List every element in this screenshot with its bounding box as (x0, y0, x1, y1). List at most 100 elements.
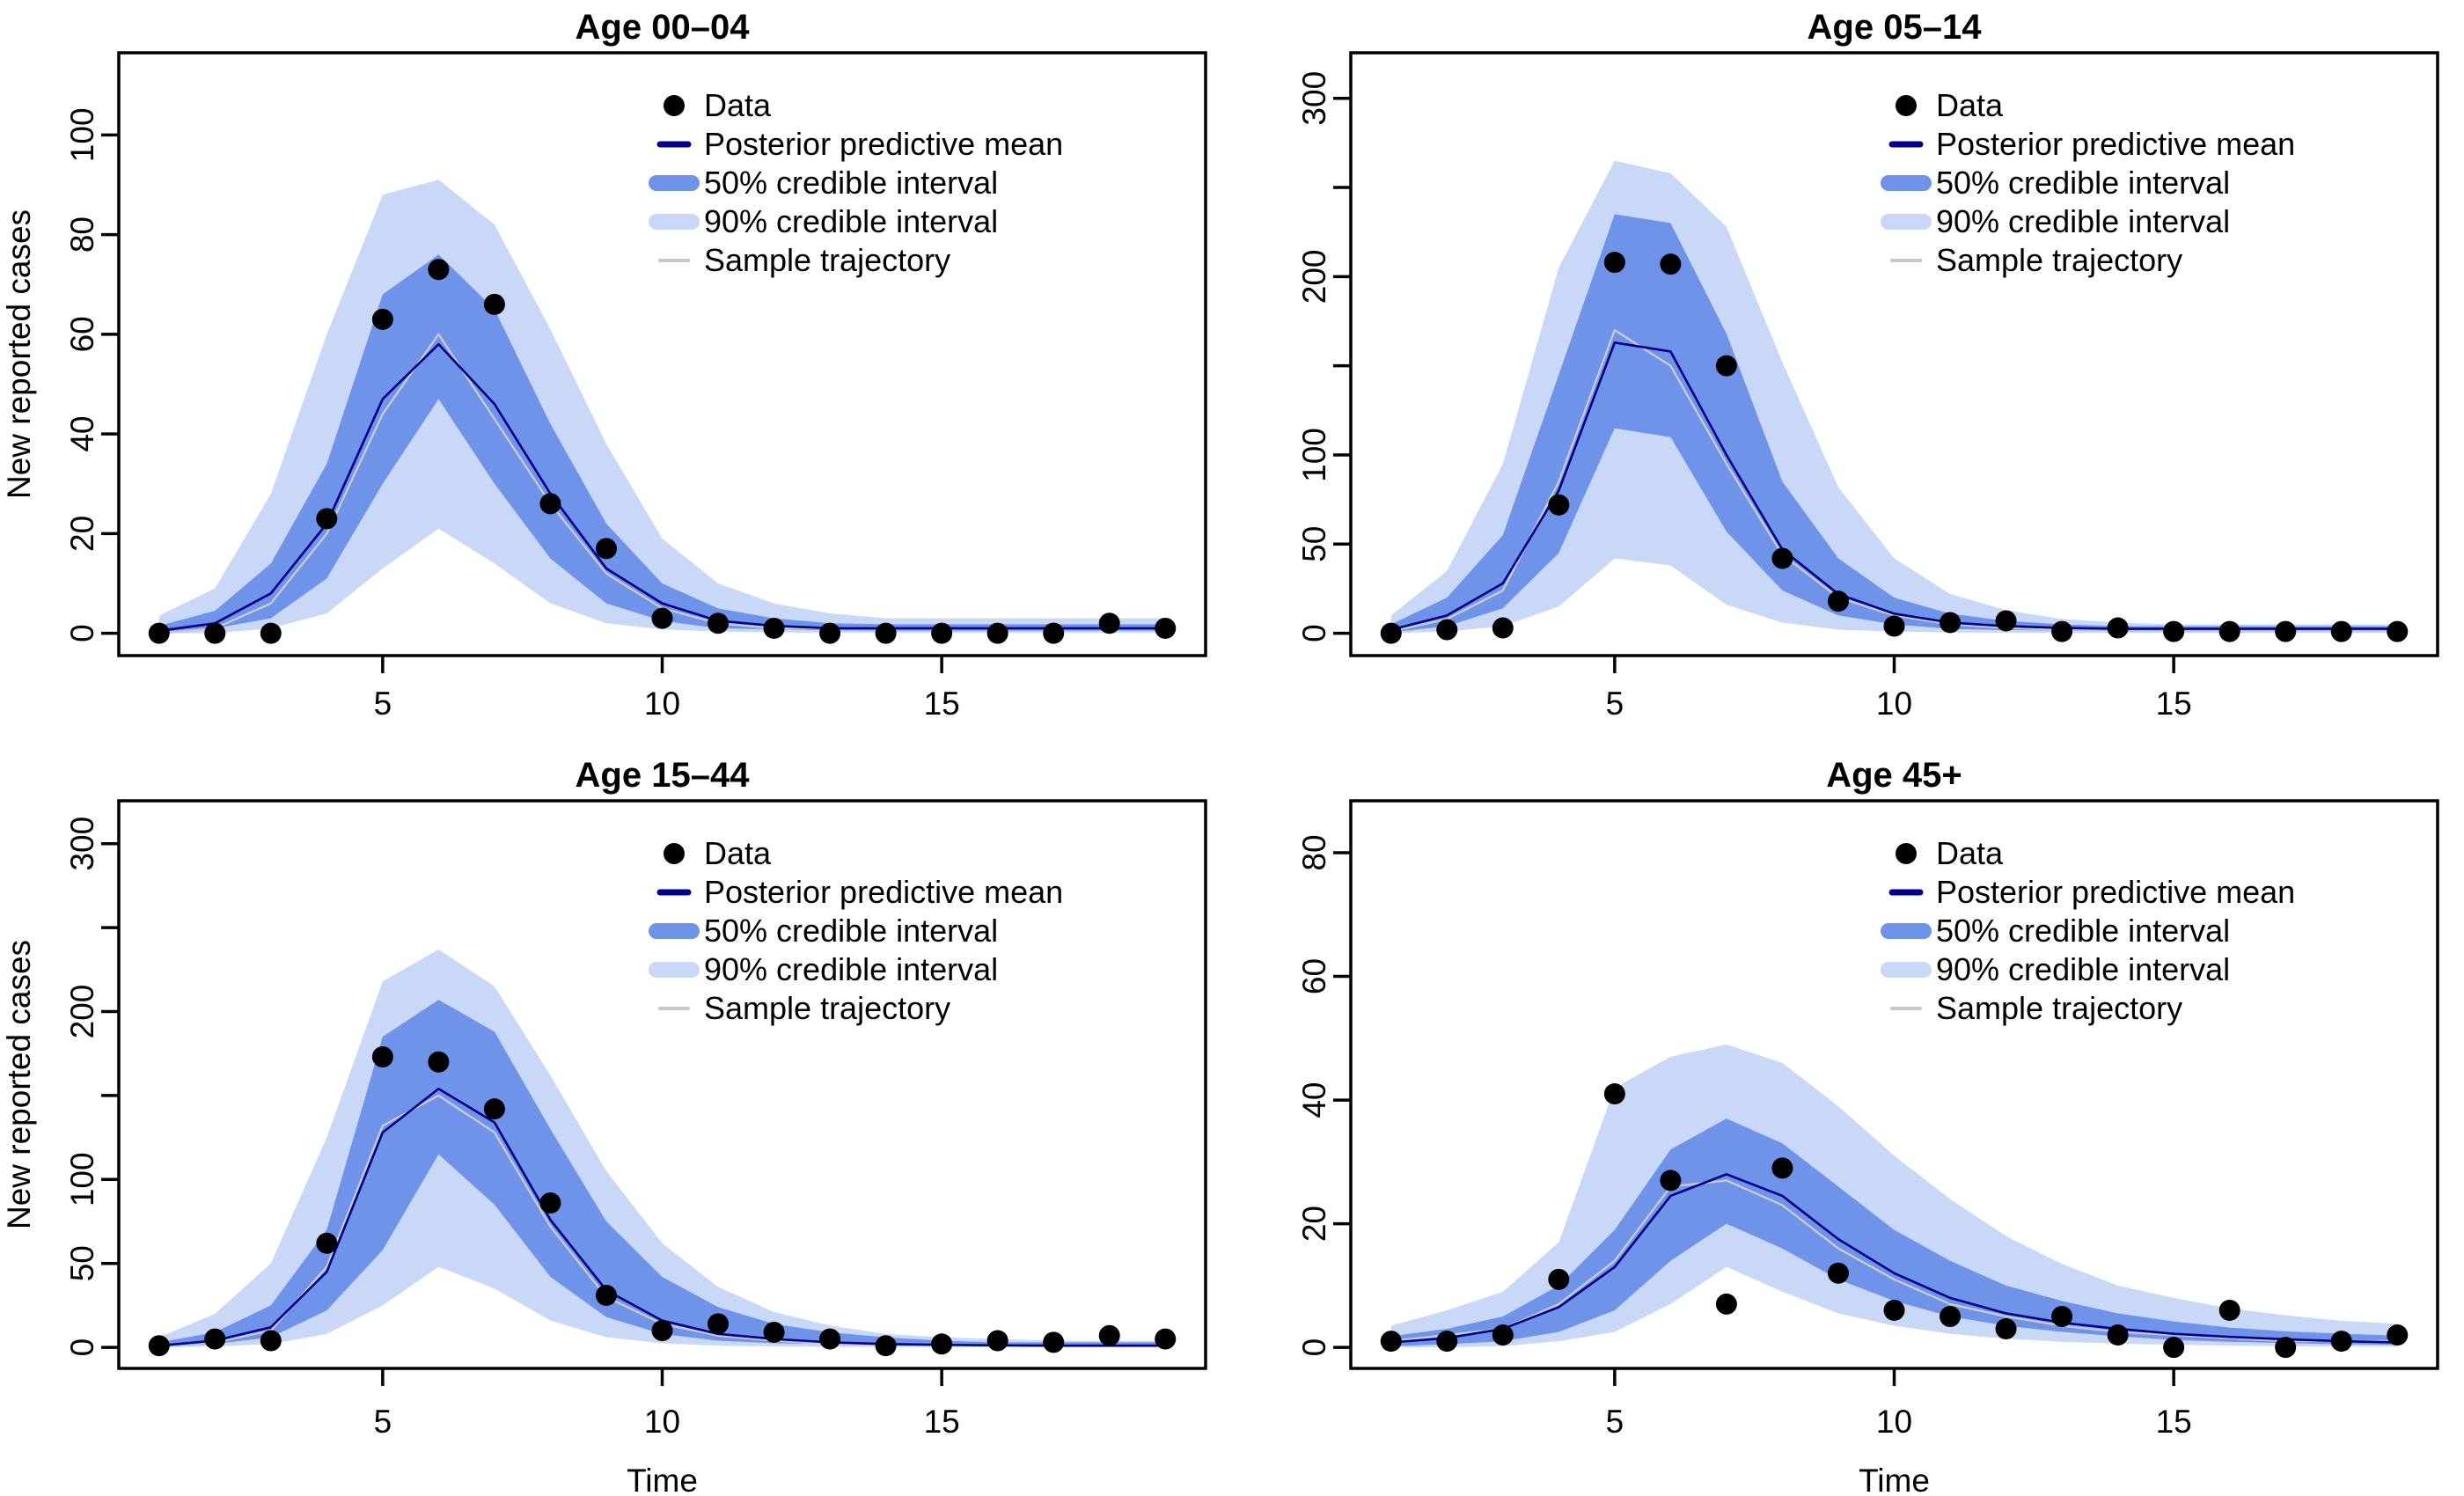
data-points (148, 259, 1177, 644)
legend-label: Sample trajectory (704, 990, 950, 1026)
y-axis: 0 50 100 200 300 (64, 817, 119, 1356)
data-point (316, 1232, 338, 1254)
data-point (875, 1335, 897, 1357)
data-point (1771, 547, 1793, 569)
data-point (2218, 1299, 2240, 1321)
legend-label: Sample trajectory (1936, 990, 2182, 1026)
legend-label: Data (704, 835, 772, 871)
legend-label: Posterior predictive mean (704, 126, 1063, 162)
data-point (1827, 590, 1849, 612)
data-points (1380, 1083, 2409, 1359)
data-point (2218, 620, 2240, 642)
panel-age-00-04: 5 10 15 0 20 40 60 80 100 Age 00–04 New reported c… (0, 0, 1232, 748)
legend-label: Sample trajectory (1936, 242, 2182, 278)
data-point (1603, 252, 1625, 274)
plot-region (158, 180, 1166, 634)
y-tick-label: 100 (64, 1152, 100, 1206)
data-point (1660, 1170, 1682, 1192)
data-point (204, 622, 226, 644)
data-point (1883, 1299, 1905, 1321)
data-point (1436, 1331, 1458, 1353)
data-point (2163, 1337, 2185, 1359)
panel-age-15-44: 5 10 15 0 50 100 200 300 Age 15–44 New reported c… (0, 748, 1232, 1496)
x-tick-label: 15 (924, 686, 960, 722)
y-tick-label: 100 (1296, 428, 1332, 482)
data-point (931, 622, 953, 644)
plot-region (1390, 160, 2398, 634)
data-point (1436, 619, 1458, 641)
x-tick-label: 15 (2156, 1404, 2192, 1440)
credible-band-50 (158, 1000, 1166, 1347)
data-point (2163, 620, 2185, 642)
data-point (2330, 620, 2352, 642)
y-tick-label: 200 (64, 985, 100, 1039)
x-tick-label: 15 (2156, 686, 2192, 722)
data-point (1548, 1268, 1570, 1290)
y-tick-label: 40 (64, 416, 100, 452)
legend-symbol-data-dot (1896, 843, 1917, 864)
data-point (2107, 617, 2129, 639)
legend-symbol-data-dot (1896, 95, 1917, 116)
y-tick-label: 20 (64, 516, 100, 552)
data-point (2330, 1331, 2352, 1353)
legend-label: 50% credible interval (1936, 165, 2230, 201)
data-point (1827, 1262, 1849, 1284)
data-point (148, 1335, 170, 1357)
data-point (2107, 1324, 2129, 1346)
data-point (1603, 1083, 1625, 1105)
data-point (819, 622, 841, 644)
legend-label: 50% credible interval (1936, 913, 2230, 949)
data-point (1771, 1157, 1793, 1179)
data-point (371, 1046, 393, 1068)
legend-symbol-data-dot (664, 95, 685, 116)
data-point (1660, 253, 1682, 275)
x-axis: 5 10 15 (1606, 1368, 2192, 1440)
data-points (1380, 252, 2409, 644)
panel-age-05-14: 5 10 15 0 50 100 200 300 Age 05–14 Data Posterior … (1232, 0, 2464, 748)
panel-title: Age 05–14 (1808, 8, 1983, 47)
data-point (708, 1313, 730, 1335)
y-tick-label: 60 (1296, 958, 1332, 994)
y-tick-label: 100 (64, 107, 100, 162)
data-point (539, 1192, 561, 1214)
y-axis: 0 20 40 60 80 (1296, 834, 1351, 1356)
data-point (1098, 612, 1120, 634)
data-point (595, 1284, 617, 1306)
legend-label: Posterior predictive mean (1936, 126, 2295, 162)
data-point (595, 538, 617, 560)
legend-label: Data (704, 87, 772, 123)
data-point (1492, 617, 1514, 639)
x-tick-label: 5 (374, 1404, 392, 1440)
data-point (1995, 610, 2017, 632)
data-point (1043, 622, 1065, 644)
chart-canvas-age-15-44: 5 10 15 0 50 100 200 300 Age 15–44 New reported c… (1, 756, 1207, 1496)
data-point (1715, 355, 1737, 377)
y-tick-label: 20 (1296, 1206, 1332, 1242)
y-tick-label: 0 (1296, 624, 1332, 642)
data-point (1940, 612, 1962, 634)
data-point (1548, 494, 1570, 516)
panel-title: Age 45+ (1826, 756, 1962, 795)
data-point (483, 293, 505, 315)
data-point (2275, 620, 2297, 642)
credible-band-50 (1390, 1118, 2398, 1346)
chart-canvas-age-05-14: 5 10 15 0 50 100 200 300 Age 05–14 DataPosterior … (1296, 8, 2439, 722)
legend-label: Data (1936, 87, 2004, 123)
data-point (986, 1330, 1008, 1352)
data-point (428, 1051, 450, 1073)
data-point (931, 1333, 953, 1355)
x-tick-label: 5 (374, 686, 392, 722)
data-point (1155, 1328, 1177, 1350)
data-point (1098, 1324, 1120, 1346)
data-point (1380, 622, 1402, 644)
legend-label: Data (1936, 835, 2004, 871)
data-point (2051, 1305, 2073, 1327)
y-tick-label: 200 (1296, 249, 1332, 304)
data-point (539, 493, 561, 515)
